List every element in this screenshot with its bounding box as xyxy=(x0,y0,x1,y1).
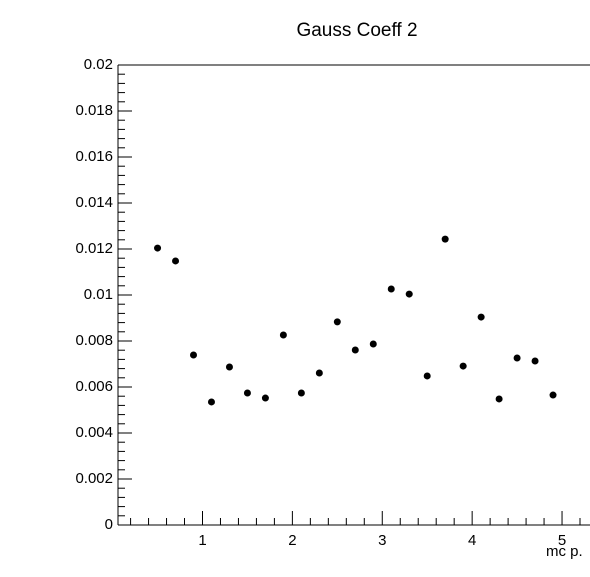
x-axis-label: mc p. xyxy=(546,543,583,560)
point xyxy=(459,362,467,370)
y-tick-label: 0.012 xyxy=(75,240,113,257)
x-tick-label: 1 xyxy=(198,532,206,549)
point xyxy=(369,340,377,348)
x-tick-label: 4 xyxy=(468,532,476,549)
point xyxy=(513,354,521,362)
point xyxy=(351,346,359,354)
point xyxy=(315,369,323,377)
y-tick-label: 0.008 xyxy=(75,332,113,349)
point xyxy=(531,357,539,365)
point xyxy=(387,285,395,293)
chart-title: Gauss Coeff 2 xyxy=(296,20,417,41)
y-tick-label: 0.004 xyxy=(75,424,113,441)
point xyxy=(297,389,305,397)
y-tick-label: 0.016 xyxy=(75,148,113,165)
point xyxy=(190,351,198,359)
y-tick-label: 0.006 xyxy=(75,378,113,395)
point xyxy=(279,331,287,339)
point xyxy=(477,313,485,321)
point xyxy=(549,391,557,399)
y-tick-label: 0.002 xyxy=(75,470,113,487)
point xyxy=(225,363,233,371)
y-tick-label: 0.02 xyxy=(84,56,113,73)
point xyxy=(441,235,449,243)
point xyxy=(154,244,162,252)
y-tick-label: 0.018 xyxy=(75,102,113,119)
point xyxy=(261,394,269,402)
point xyxy=(495,395,503,403)
point xyxy=(207,398,215,406)
point xyxy=(172,257,180,265)
x-tick-label: 2 xyxy=(288,532,296,549)
point xyxy=(405,290,413,298)
y-tick-label: 0.01 xyxy=(84,286,113,303)
x-tick-label: 5 xyxy=(558,532,566,549)
point xyxy=(423,372,431,380)
x-tick-label: 3 xyxy=(378,532,386,549)
y-tick-label: 0.014 xyxy=(75,194,113,211)
y-tick-label: 0 xyxy=(105,516,113,533)
point xyxy=(333,318,341,326)
point xyxy=(243,389,251,397)
